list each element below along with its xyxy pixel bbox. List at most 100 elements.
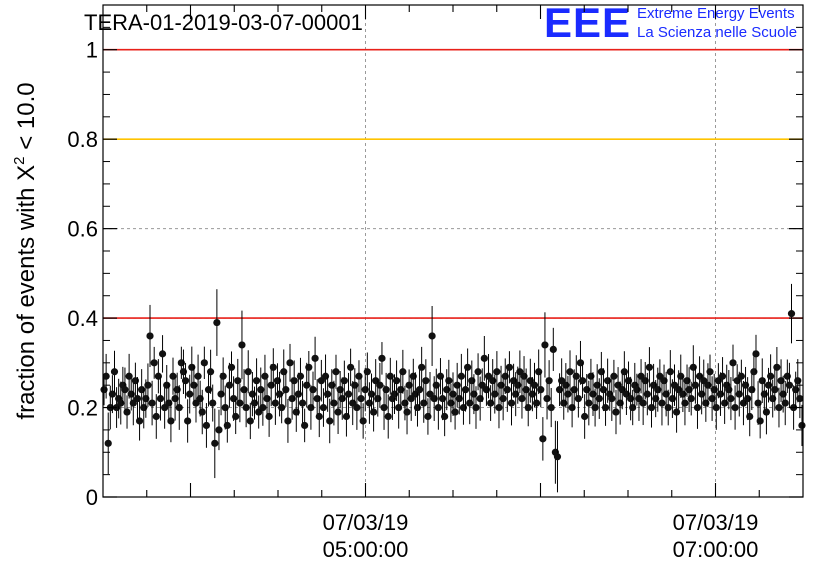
data-point [269,363,277,371]
data-point [746,412,754,421]
data-point [499,395,507,403]
data-point [737,372,745,380]
data-point [219,372,227,380]
data-point [181,377,190,385]
data-point [246,417,254,425]
data-point [539,435,547,443]
data-point [326,417,334,425]
data-point [403,408,411,416]
data-point [278,403,286,412]
data-point [369,408,378,416]
data-point [148,399,156,407]
data-point [610,372,618,380]
data-point [347,363,355,371]
data-point [549,345,557,353]
data-point [775,403,783,412]
data-point [378,354,386,362]
x-tick-label-date: 07/03/19 [673,510,759,535]
data-point [150,359,158,367]
data-point [301,421,309,430]
data-point [324,390,332,398]
data-point [664,403,672,412]
data-point [461,386,470,394]
data-point [572,372,580,380]
x-tick-label-time: 07:00:00 [673,537,759,562]
data-point [184,417,192,425]
data-point [601,403,610,412]
data-point [518,395,526,403]
data-point [731,403,739,412]
y-tick-label: 0 [86,485,98,510]
data-point [357,395,365,403]
data-point [286,359,294,367]
data-point [457,372,465,380]
data-point [581,412,589,421]
data-point [175,403,183,412]
axes: 00.20.40.60.8107/03/1905:00:0007/03/1907… [67,5,803,562]
data-point [271,399,279,407]
data-point [666,368,674,376]
data-point [234,377,242,385]
data-point [305,363,313,371]
data-point [238,341,246,349]
data-point [451,408,459,416]
data-point [415,386,424,394]
y-label-suffix: < 10.0 [13,82,40,156]
data-point [767,372,775,380]
data-point [472,403,480,412]
data-point [643,390,651,398]
data-point [223,421,231,430]
data-point [244,368,252,376]
data-point [359,417,367,425]
data-point [156,395,165,403]
data-point [102,372,110,380]
data-point [524,403,532,412]
reference-lines [103,48,803,319]
data-point [200,359,208,367]
data-point [232,412,240,421]
data-point [363,368,371,376]
data-point [712,403,720,412]
data-point [309,386,317,394]
data-point [658,399,666,407]
data-point [693,403,702,412]
data-point [505,363,514,371]
data-series [100,283,806,493]
data-point [152,412,160,421]
data-point [167,417,175,425]
data-point [334,408,342,416]
data-point [507,399,516,407]
data-point [211,439,219,447]
y-tick-label: 1 [86,38,98,63]
data-point [612,408,620,416]
y-tick-label: 0.6 [67,217,98,242]
logo-line-2: La Scienza nelle Scuole [637,24,798,41]
data-point [265,412,273,421]
data-point [752,350,760,358]
data-point [672,408,681,416]
y-tick-label: 0.2 [67,396,98,421]
data-point [225,381,234,389]
data-point [382,386,390,394]
data-point [441,412,449,421]
data-point [645,363,654,371]
data-point [418,363,426,371]
data-point [537,386,545,394]
data-point [133,395,142,403]
data-point [706,368,714,376]
data-point [495,403,503,412]
x-tick-label-date: 07/03/19 [323,510,409,535]
data-point [261,372,269,380]
data-point [681,399,689,407]
data-point [110,368,119,376]
data-point [311,354,319,362]
data-point [608,395,616,403]
y-label-sup: 2 [11,156,28,164]
data-point [466,399,474,407]
data-point [503,386,511,394]
data-point [330,399,338,407]
data-point [796,395,804,403]
data-point [729,359,737,367]
data-point [209,399,217,407]
data-point [353,403,361,412]
